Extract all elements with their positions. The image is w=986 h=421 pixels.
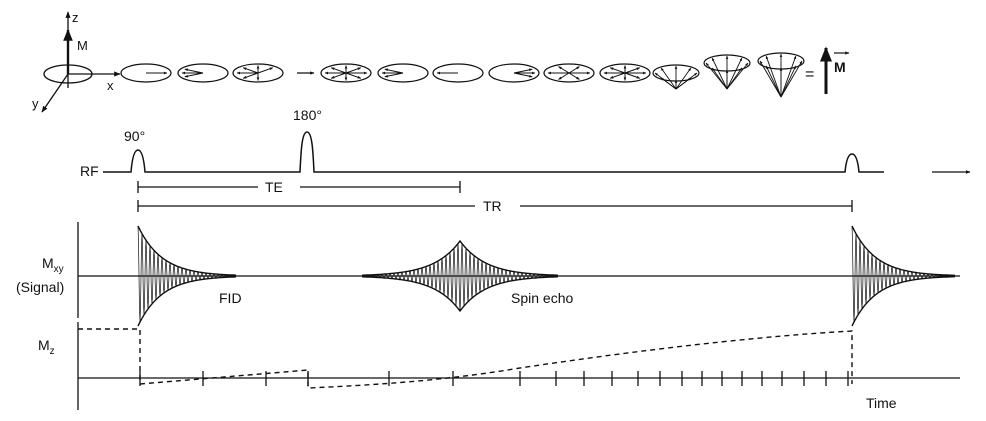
spin-state-8 <box>543 63 595 83</box>
y-axis <box>41 73 69 113</box>
signal-envelope-lower <box>851 276 955 327</box>
spin-ellipse <box>432 63 484 83</box>
spin-ellipse <box>488 63 540 83</box>
cone-vector-arrow <box>780 65 797 98</box>
spin-state-6 <box>432 63 484 83</box>
spin-vector-arrow <box>558 72 570 80</box>
signal-oscillation <box>361 243 559 312</box>
spin-vector-arrow <box>242 67 259 74</box>
fid-label: FID <box>219 290 242 306</box>
signal-envelope-upper <box>137 225 237 276</box>
spin-echo-label: Spin echo <box>511 290 573 306</box>
mz-recovery-curve <box>78 328 853 389</box>
cone-vector-arrow <box>711 57 728 90</box>
mxy-label-subscript: xy <box>54 264 64 275</box>
spin-vector-arrow <box>624 67 641 74</box>
equals-sign: = <box>805 66 814 83</box>
spin-state-sequence <box>120 52 805 98</box>
spin-ellipse <box>120 63 172 83</box>
spin-vector-arrow <box>330 72 347 79</box>
cone-vector-arrow <box>780 55 797 98</box>
mxy-signal-waveforms <box>137 225 956 327</box>
tr-label: TR <box>483 198 502 214</box>
y-axis-label: y <box>32 96 39 111</box>
spin-vector-arrow <box>384 68 404 74</box>
signal-oscillation <box>851 225 956 323</box>
signal-label: (Signal) <box>16 279 64 295</box>
mz-label-main: M <box>38 337 50 353</box>
signal-envelope-upper <box>362 239 558 276</box>
spin-ellipse <box>232 63 284 83</box>
spin-vector-arrow <box>513 68 533 74</box>
spin-vector-arrow <box>345 67 362 74</box>
m-vector-label: M <box>77 38 88 53</box>
spin-vector-arrow <box>568 66 580 74</box>
rf-trace <box>103 131 884 173</box>
cone-vector-arrow <box>780 60 803 98</box>
spin-vector-arrow <box>513 72 533 78</box>
spin-ellipse <box>177 63 229 83</box>
rf-label: RF <box>80 163 99 179</box>
spin-vector-arrow <box>568 72 580 80</box>
spin-vector-arrow <box>624 72 641 79</box>
signal-oscillation <box>137 225 237 323</box>
cone-vector-arrow <box>660 77 677 90</box>
cone-vector-arrow <box>711 67 728 90</box>
spin-state-3 <box>232 63 284 83</box>
spin-vector-arrow <box>558 66 570 74</box>
spin-vector-arrow <box>384 72 404 78</box>
spin-vector-arrow <box>242 72 259 79</box>
cone-vector-arrow <box>726 67 743 90</box>
pulse-90-label: 90° <box>124 128 145 144</box>
signal-envelope-upper <box>851 225 955 276</box>
spin-ellipse <box>599 63 651 83</box>
x-axis-label: x <box>107 78 114 93</box>
second-fid-waveform <box>851 225 956 327</box>
spin-vector-arrow <box>609 67 626 74</box>
cone-vector-arrow <box>675 67 692 90</box>
spin-state-1 <box>120 63 172 83</box>
z-axis-label: z <box>72 10 79 25</box>
spin-state-5 <box>377 63 429 83</box>
pulse-180-label: 180° <box>293 107 322 123</box>
coordinate-frame <box>41 11 121 113</box>
spin-state-4 <box>320 63 372 83</box>
spin-vector-arrow <box>345 72 362 79</box>
tr-interval <box>137 200 853 212</box>
spin-echo-waveform <box>361 239 559 313</box>
spin-vector-arrow <box>330 67 347 74</box>
spin-ellipse <box>543 63 595 83</box>
spin-state-2 <box>177 63 229 83</box>
te-interval <box>137 181 461 193</box>
cone-vector-arrow <box>675 77 692 90</box>
spin-vector-arrow <box>257 67 274 74</box>
mxy-label: Mxy <box>42 255 64 275</box>
mxy-label-main: M <box>42 255 54 271</box>
spin-ellipse <box>320 63 372 83</box>
spin-state-7 <box>488 63 540 83</box>
te-label: TE <box>265 179 283 195</box>
spin-vector-arrow <box>184 68 204 74</box>
cone-vector-arrow <box>726 57 743 90</box>
fid-waveform <box>137 225 237 327</box>
spin-vector-arrow <box>609 72 626 79</box>
cone-vector-arrow <box>660 67 677 90</box>
mz-label: Mz <box>38 337 55 357</box>
recovery-cone-2 <box>703 54 751 90</box>
cone-vector-arrow <box>765 55 782 98</box>
spin-state-9 <box>599 63 651 83</box>
cone-vector-arrow <box>759 60 782 98</box>
spin-ellipse <box>377 63 429 83</box>
recovery-cone-1 <box>652 64 700 90</box>
mz-label-subscript: z <box>50 346 55 357</box>
time-label: Time <box>866 395 897 411</box>
recovery-cone-3 <box>757 52 805 98</box>
cone-vector-arrow <box>765 65 782 98</box>
mz-time-ticks <box>139 371 849 386</box>
net-magnetization-label: M <box>834 59 846 75</box>
spin-vector-arrow <box>184 72 204 78</box>
